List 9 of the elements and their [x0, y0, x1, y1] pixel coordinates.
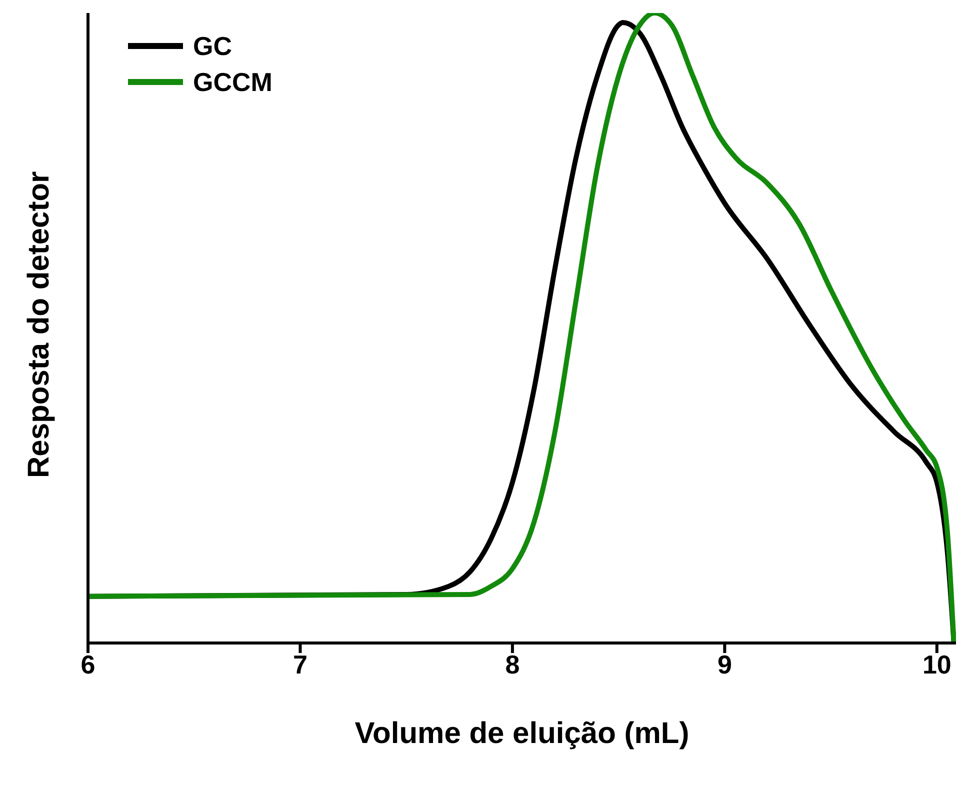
x-tick-label: 7: [292, 649, 308, 680]
x-tick-label: 10: [922, 649, 952, 680]
x-tick-label: 6: [80, 649, 96, 680]
legend-label: GC: [193, 30, 232, 62]
x-axis-title: Volume de eluição (mL): [354, 717, 690, 750]
legend-label: GCCM: [193, 66, 272, 98]
y-axis-title: Resposta do detector: [22, 170, 56, 478]
x-tick-label: 9: [717, 649, 732, 680]
x-tick-label: 8: [505, 649, 520, 680]
